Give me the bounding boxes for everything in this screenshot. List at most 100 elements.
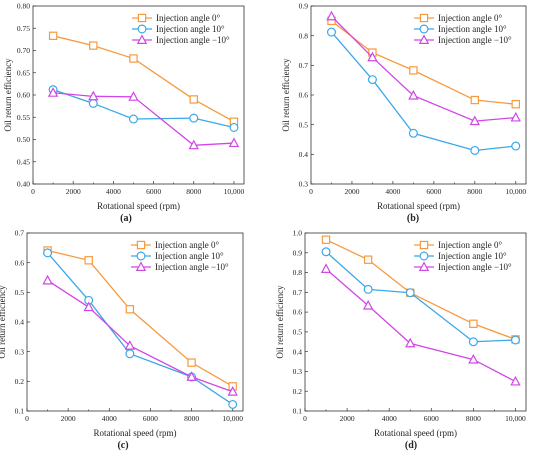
- legend-marker: [419, 13, 429, 23]
- data-point: [187, 358, 196, 367]
- legend-label: Injection angle 0°: [438, 13, 502, 23]
- x-tick-label: 8000: [184, 414, 199, 423]
- legend-label: Injection angle 10°: [155, 251, 224, 261]
- data-point: [405, 337, 416, 348]
- legend-marker: [135, 261, 147, 271]
- panel-label: (c): [117, 440, 128, 451]
- panel-label: (d): [405, 440, 417, 451]
- data-point: [321, 235, 331, 244]
- x-tick-label: 6000: [146, 187, 161, 196]
- legend-marker: [419, 240, 429, 250]
- legend-label: Injection angle −10°: [156, 35, 230, 45]
- y-axis-label: Oil return efficiency: [0, 285, 7, 359]
- data-point: [409, 66, 418, 75]
- x-tick-label: 4000: [106, 187, 121, 196]
- data-point: [228, 399, 238, 409]
- x-tick-label: 2000: [66, 187, 81, 196]
- data-point: [88, 98, 98, 108]
- y-tick-label: 0.1: [15, 407, 25, 416]
- data-point: [362, 299, 374, 310]
- y-tick-label: 0.5: [293, 327, 303, 336]
- data-point: [470, 95, 480, 105]
- y-tick-label: 0.1: [293, 407, 303, 416]
- x-axis-label: Rotational speed (rpm): [94, 428, 177, 438]
- data-point: [47, 87, 59, 97]
- legend-marker: [136, 251, 146, 261]
- y-tick-label: 0.6: [293, 308, 303, 317]
- y-axis-label: Oil return efficiency: [3, 58, 13, 132]
- data-point: [189, 95, 198, 104]
- y-tick-label: 0.3: [293, 367, 303, 376]
- data-point: [129, 54, 138, 63]
- x-axis-label: Rotational speed (rpm): [374, 428, 457, 438]
- x-tick-label: 0: [303, 414, 307, 423]
- legend-marker: [418, 34, 430, 45]
- data-point: [43, 248, 53, 258]
- x-tick-label: 0: [31, 187, 35, 196]
- y-tick-label: 0.80: [17, 2, 30, 11]
- data-point: [470, 145, 480, 155]
- data-point: [363, 255, 373, 264]
- data-point: [186, 371, 197, 381]
- legend-label: Injection angle −10°: [438, 35, 512, 45]
- data-point: [84, 256, 93, 265]
- series-line-2: [325, 268, 516, 383]
- y-tick-label: 0.60: [17, 91, 30, 100]
- legend-label: Injection angle 0°: [438, 240, 502, 250]
- x-tick-label: 6000: [424, 414, 439, 423]
- series-line-2: [47, 279, 233, 393]
- y-tick-label: 0.9: [293, 248, 303, 257]
- y-tick-label: 0.4: [293, 347, 303, 356]
- x-tick-label: 8000: [467, 187, 482, 196]
- x-tick-label: 6000: [143, 414, 158, 423]
- y-tick-label: 0.70: [17, 46, 30, 55]
- data-point: [367, 51, 378, 62]
- data-point: [124, 340, 136, 350]
- chart-panel-b: 0 2000 4000 6000 8000 10,000 0.3 0.4 0.5 0.6 0.7 0.…: [281, 2, 527, 224]
- x-tick-label: 8000: [466, 414, 481, 423]
- legend-marker: [418, 261, 430, 271]
- x-tick-label: 6000: [426, 187, 441, 196]
- y-tick-label: 0.3: [15, 347, 25, 356]
- data-point: [511, 141, 521, 151]
- y-axis-label: Oil return efficiency: [275, 285, 285, 359]
- x-tick-label: 2000: [344, 187, 359, 196]
- legend-label: Injection angle 10°: [156, 24, 225, 34]
- data-point: [128, 114, 138, 124]
- data-point: [326, 10, 337, 21]
- data-point: [227, 386, 238, 396]
- x-tick-label: 2000: [61, 414, 76, 423]
- legend-label: Injection angle 0°: [156, 13, 220, 23]
- y-tick-label: 0.45: [17, 157, 30, 166]
- data-point: [128, 91, 139, 101]
- chart-panel-c: 0 2000 4000 6000 8000 10,000 0.1 0.2 0.3 0.4 0.5 0.…: [0, 229, 244, 451]
- y-tick-label: 0.55: [17, 113, 30, 122]
- data-point: [468, 353, 479, 364]
- data-point: [125, 305, 135, 314]
- legend-marker: [136, 34, 148, 45]
- x-tick-label: 10,000: [224, 187, 245, 196]
- data-point: [469, 115, 481, 126]
- y-tick-label: 0.7: [15, 229, 25, 238]
- y-tick-label: 0.7: [299, 61, 309, 70]
- y-axis-label: Oil return efficiency: [281, 58, 291, 132]
- series-line-1: [330, 31, 516, 152]
- panel-label: (b): [407, 213, 419, 224]
- x-axis-label: Rotational speed (rpm): [377, 201, 460, 211]
- data-point: [188, 139, 199, 150]
- x-tick-label: 2000: [340, 414, 355, 423]
- y-tick-label: 0.5: [15, 288, 25, 297]
- data-point: [511, 99, 520, 109]
- x-tick-label: 4000: [385, 187, 400, 196]
- data-point: [88, 90, 99, 101]
- y-tick-label: 0.75: [17, 24, 30, 33]
- legend-label: Injection angle −10°: [438, 262, 512, 272]
- y-tick-label: 0.50: [17, 135, 30, 144]
- data-point: [125, 349, 135, 359]
- legend-label: Injection angle 0°: [155, 240, 219, 250]
- x-tick-label: 8000: [186, 187, 201, 196]
- data-point: [42, 274, 53, 285]
- y-tick-label: 0.3: [299, 180, 309, 189]
- data-point: [405, 288, 415, 298]
- chart-panel-d: 0 2000 4000 6000 8000 10,000 0.1 0.2 0.3 0.4 0.5 0.…: [275, 229, 527, 451]
